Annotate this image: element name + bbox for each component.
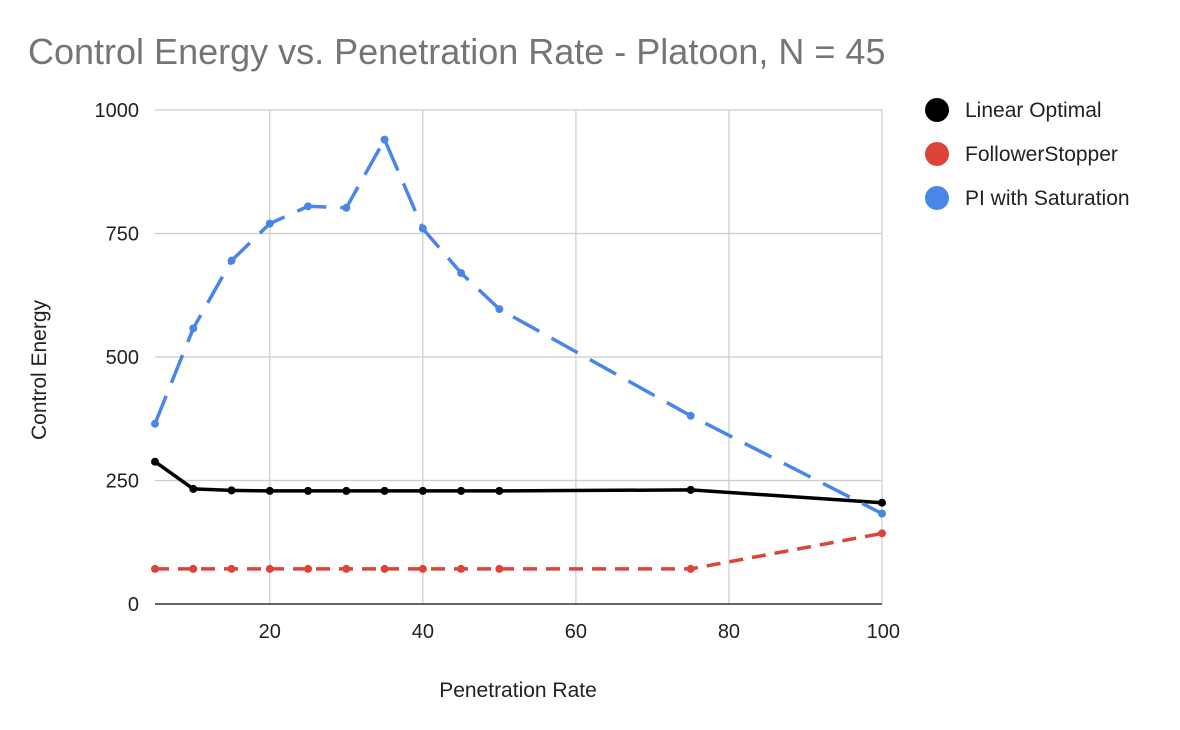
data-point-1-1 [189,564,198,573]
series-line-2 [153,137,883,516]
data-point-1-8 [457,564,466,573]
data-point-1-7 [418,564,427,573]
data-point-1-6 [380,564,389,573]
data-point-2-3 [265,219,274,228]
data-point-2-9 [495,305,504,314]
data-point-1-2 [227,564,236,573]
data-point-0-4 [304,486,313,495]
legend-marker-1 [925,142,949,166]
y-axis-label: Control Energy [28,299,51,440]
data-point-2-2 [227,256,236,265]
data-point-1-3 [265,564,274,573]
data-point-1-11 [878,529,886,538]
data-point-2-5 [342,203,351,212]
data-point-1-10 [686,564,695,573]
y-tick-label-4: 1000 [95,100,140,122]
data-point-0-0 [151,457,159,466]
legend-item-0: Linear Optimal [925,98,1102,122]
y-tick-label-1: 250 [106,471,139,493]
data-point-2-7 [418,224,427,233]
legend-label-1: FollowerStopper [965,143,1118,166]
data-point-0-5 [342,486,351,495]
data-point-2-11 [878,509,886,518]
data-point-2-4 [304,202,313,211]
legend-label-0: Linear Optimal [965,99,1102,122]
x-tick-label-3: 80 [718,621,740,643]
legend-item-2: PI with Saturation [925,186,1130,210]
data-point-2-8 [457,269,466,278]
series-0 [151,457,886,507]
data-point-0-10 [686,485,695,494]
data-point-2-1 [189,324,198,333]
x-tick-label-1: 40 [412,621,434,643]
data-point-0-2 [227,486,236,495]
series-2 [151,135,886,518]
data-point-2-0 [151,419,159,428]
series-line-1 [155,531,883,571]
x-tick-label-2: 60 [565,621,587,643]
data-point-1-9 [495,564,504,573]
legend-marker-0 [925,98,949,122]
x-tick-label-4: 100 [867,621,900,643]
data-point-1-0 [151,564,159,573]
grid-lines [155,109,883,604]
legend: Linear Optimal FollowerStopper PI with Sat… [925,98,1130,210]
data-point-2-6 [380,135,389,144]
data-point-0-7 [418,486,427,495]
data-point-0-11 [878,498,886,507]
y-tick-label-0: 0 [128,594,139,616]
tick-labels: 0 250 500 750 1000 20 40 60 80 100 [95,100,901,643]
data-point-1-4 [304,564,313,573]
data-point-0-6 [380,486,389,495]
legend-label-2: PI with Saturation [965,187,1130,210]
data-point-0-3 [265,486,274,495]
data-point-0-9 [495,486,504,495]
x-tick-label-0: 20 [259,621,281,643]
series-lines [151,135,886,573]
x-axis-label: Penetration Rate [439,679,597,702]
series-line-0 [153,460,883,505]
data-point-2-10 [686,411,695,420]
data-point-1-5 [342,564,351,573]
data-point-0-1 [189,484,198,493]
y-tick-label-2: 500 [106,347,139,369]
chart-title: Control Energy vs. Penetration Rate - Pl… [28,31,885,72]
legend-marker-2 [925,186,949,210]
series-1 [151,529,886,573]
data-point-0-8 [457,486,466,495]
y-tick-label-3: 750 [106,224,139,246]
legend-item-1: FollowerStopper [925,142,1118,166]
